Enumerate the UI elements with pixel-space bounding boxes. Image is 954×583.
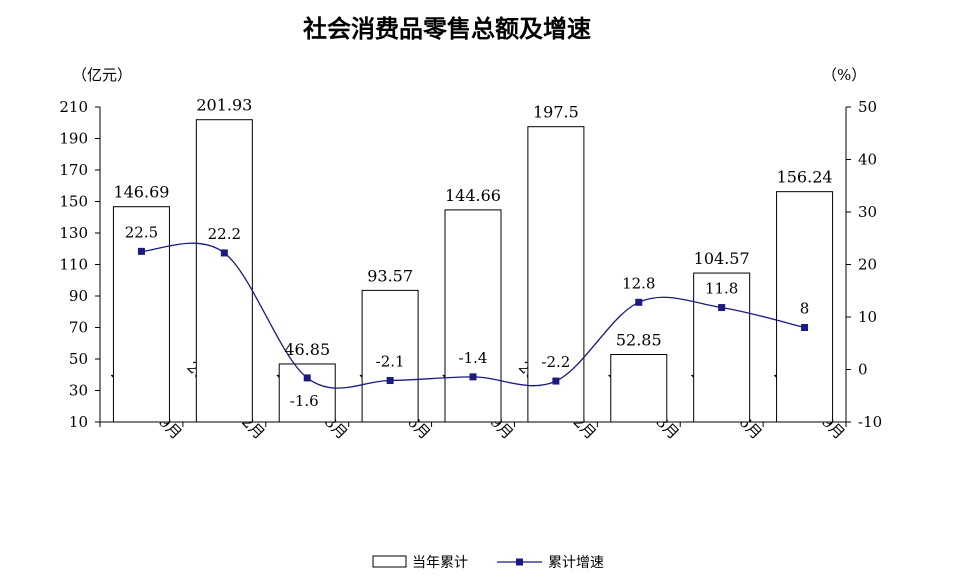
bar-value-label: 144.66 bbox=[445, 186, 501, 205]
growth-marker bbox=[469, 373, 477, 381]
growth-value-label: -1.6 bbox=[290, 392, 319, 410]
bar-value-label: 46.85 bbox=[284, 340, 330, 359]
bar bbox=[444, 209, 502, 423]
bar bbox=[693, 272, 751, 423]
legend-bar-label: 当年累计 bbox=[412, 555, 468, 571]
bar bbox=[195, 119, 253, 423]
left-tick-label: 90 bbox=[69, 287, 88, 305]
right-tick-label: -10 bbox=[858, 413, 882, 431]
growth-marker bbox=[303, 374, 311, 382]
bar bbox=[776, 191, 834, 423]
bar bbox=[610, 354, 668, 423]
left-tick-label: 150 bbox=[59, 193, 88, 211]
left-tick-label: 110 bbox=[59, 256, 88, 274]
right-tick-label: 50 bbox=[858, 98, 877, 116]
growth-marker bbox=[137, 247, 145, 255]
legend-bar-swatch bbox=[372, 555, 407, 568]
bar bbox=[112, 206, 170, 423]
growth-marker bbox=[386, 377, 394, 385]
line-layer bbox=[137, 242, 809, 389]
right-axis-unit: （%） bbox=[822, 66, 866, 84]
right-tick-label: 30 bbox=[858, 203, 877, 221]
left-tick-label: 170 bbox=[59, 161, 88, 179]
bar bbox=[361, 289, 419, 423]
legend-line-label: 累计增速 bbox=[548, 555, 604, 571]
growth-value-label: 8 bbox=[800, 300, 810, 318]
chart-title: 社会消费品零售总额及增速 bbox=[303, 14, 591, 43]
bar-value-label: 197.5 bbox=[533, 103, 579, 122]
left-axis-unit: （亿元） bbox=[72, 66, 132, 84]
left-tick-label: 70 bbox=[69, 319, 88, 337]
growth-marker bbox=[552, 377, 560, 385]
right-tick-label: 40 bbox=[858, 151, 877, 169]
right-tick-label: 20 bbox=[858, 256, 877, 274]
growth-marker bbox=[220, 249, 228, 257]
bar bbox=[278, 363, 336, 423]
bar bbox=[527, 126, 585, 423]
growth-value-label: 12.8 bbox=[622, 274, 655, 292]
growth-marker bbox=[718, 304, 726, 312]
growth-value-label: -1.4 bbox=[459, 349, 488, 367]
growth-value-label: 22.2 bbox=[208, 225, 241, 243]
growth-value-label: 11.8 bbox=[705, 280, 738, 298]
bar-value-label: 146.69 bbox=[113, 183, 169, 202]
legend: 当年累计 累计增速 bbox=[372, 555, 604, 571]
growth-value-label: -2.2 bbox=[541, 353, 570, 371]
bar-value-label: 52.85 bbox=[616, 331, 662, 350]
left-tick-label: 50 bbox=[69, 350, 88, 368]
right-tick-label: 10 bbox=[858, 308, 877, 326]
left-tick-label: 210 bbox=[59, 98, 88, 116]
growth-marker bbox=[801, 324, 809, 331]
left-tick-label: 130 bbox=[59, 224, 88, 242]
left-tick-label: 190 bbox=[59, 130, 88, 148]
left-tick-label: 30 bbox=[69, 382, 88, 400]
left-tick-label: 10 bbox=[69, 413, 88, 431]
legend-line-marker bbox=[516, 558, 523, 566]
bars-layer bbox=[112, 119, 834, 423]
growth-value-label: -2.1 bbox=[376, 353, 405, 371]
bar-value-label: 156.24 bbox=[777, 168, 833, 187]
growth-marker bbox=[635, 298, 643, 306]
bar-value-label: 104.57 bbox=[694, 249, 750, 268]
labels-layer: 146.69 201.93 46.85 93.57 144.66 197.5 52.85 10… bbox=[113, 96, 832, 410]
bar-value-label: 93.57 bbox=[367, 266, 413, 285]
growth-value-label: 22.5 bbox=[125, 223, 158, 241]
right-tick-label: 0 bbox=[858, 361, 868, 379]
bar-value-label: 201.93 bbox=[196, 96, 252, 115]
